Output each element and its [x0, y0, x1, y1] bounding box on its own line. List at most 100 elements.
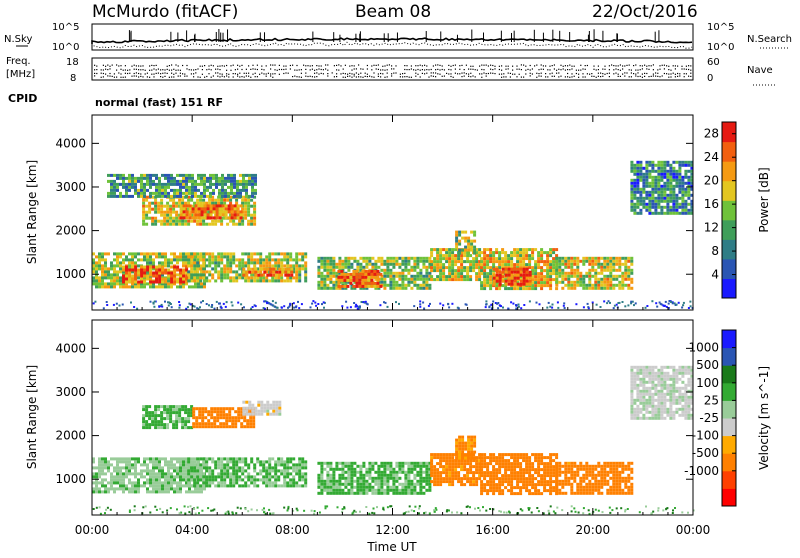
power-cell — [540, 284, 543, 287]
power-cell — [609, 263, 612, 266]
power-cell — [430, 269, 433, 272]
power-noise-cell — [596, 304, 598, 306]
velocity-cell — [247, 472, 250, 475]
power-cell — [373, 273, 376, 276]
power-cell — [531, 248, 534, 251]
power-noise-cell — [154, 301, 156, 303]
freq-dot — [142, 69, 143, 70]
power-cell — [651, 197, 654, 200]
velocity-cell — [210, 422, 213, 425]
power-cell — [166, 220, 169, 223]
power-cell — [338, 266, 341, 269]
power-noise-cell — [178, 301, 180, 303]
power-noise-cell — [202, 300, 204, 302]
freq-dot — [191, 73, 192, 74]
velocity-cell — [286, 472, 289, 475]
power-cell — [175, 217, 178, 220]
freq-dot — [395, 65, 396, 66]
power-cell — [119, 267, 122, 270]
velocity-cell — [195, 425, 198, 428]
power-cell — [211, 267, 214, 270]
power-cell — [377, 257, 380, 260]
freq-dot — [347, 74, 348, 75]
velocity-cell — [113, 481, 116, 484]
velocity-cell — [119, 466, 122, 469]
power-cell — [645, 182, 648, 185]
power-cell — [226, 223, 229, 226]
power-cell — [207, 207, 210, 210]
power-cell — [425, 275, 428, 278]
power-cell — [232, 261, 235, 264]
power-cell — [185, 183, 188, 186]
power-cell — [648, 185, 651, 188]
power-cell — [567, 257, 570, 260]
freq-dot — [312, 65, 313, 66]
velocity-cell — [207, 422, 210, 425]
power-cell — [155, 275, 158, 278]
power-cell — [642, 185, 645, 188]
power-cell — [205, 270, 208, 273]
power-cell — [283, 279, 286, 282]
power-cell — [142, 211, 145, 214]
power-cell — [211, 220, 214, 223]
freq-dot — [378, 73, 379, 74]
power-cell — [651, 194, 654, 197]
power-cell — [239, 189, 242, 192]
freq-dot — [424, 65, 425, 66]
power-cell — [531, 257, 534, 260]
velocity-cell — [163, 417, 166, 420]
power-cell — [119, 195, 122, 198]
power-cell — [104, 264, 107, 267]
power-cell — [107, 276, 110, 279]
freq-dot — [125, 69, 126, 70]
freq-dot — [437, 64, 438, 65]
power-cell — [495, 287, 498, 290]
power-cell — [519, 263, 522, 266]
freq-dot — [156, 65, 157, 66]
velocity-cell — [143, 481, 146, 484]
power-cell — [217, 270, 220, 273]
power-cell — [271, 276, 274, 279]
power-cell — [329, 272, 332, 275]
velocity-cell — [107, 481, 110, 484]
power-cell — [228, 207, 231, 210]
power-cell — [433, 263, 436, 266]
freq-dot — [424, 73, 425, 74]
velocity-cell — [152, 469, 155, 472]
power-colorbar-swatch — [722, 200, 736, 220]
velocity-cell — [155, 475, 158, 478]
velocity-cell — [192, 407, 195, 410]
power-cell — [253, 202, 256, 205]
velocity-cell — [198, 410, 201, 413]
power-cell — [513, 263, 516, 266]
power-cell — [155, 189, 158, 192]
power-cell — [594, 275, 597, 278]
power-cell — [131, 177, 134, 180]
power-cell — [323, 281, 326, 284]
power-cell — [329, 266, 332, 269]
power-cell — [149, 261, 152, 264]
power-cell — [663, 197, 666, 200]
power-cell — [573, 281, 576, 284]
power-cell — [567, 272, 570, 275]
power-cell — [220, 270, 223, 273]
power-cell — [612, 287, 615, 290]
power-cell — [208, 273, 211, 276]
power-cell — [137, 180, 140, 183]
power-noise-cell — [350, 306, 352, 308]
velocity-cell — [116, 460, 119, 463]
power-cell — [464, 246, 467, 249]
power-cell — [182, 180, 185, 183]
power-cell — [184, 223, 187, 226]
freq-dot — [428, 77, 429, 78]
power-cell — [669, 206, 672, 209]
power-cell — [361, 279, 364, 282]
power-cell — [404, 260, 407, 263]
power-cell — [206, 177, 209, 180]
power-cell — [451, 269, 454, 272]
power-cell — [204, 213, 207, 216]
freq-dot — [336, 73, 337, 74]
power-cell — [170, 183, 173, 186]
velocity-cell — [207, 413, 210, 416]
power-cell — [187, 273, 190, 276]
